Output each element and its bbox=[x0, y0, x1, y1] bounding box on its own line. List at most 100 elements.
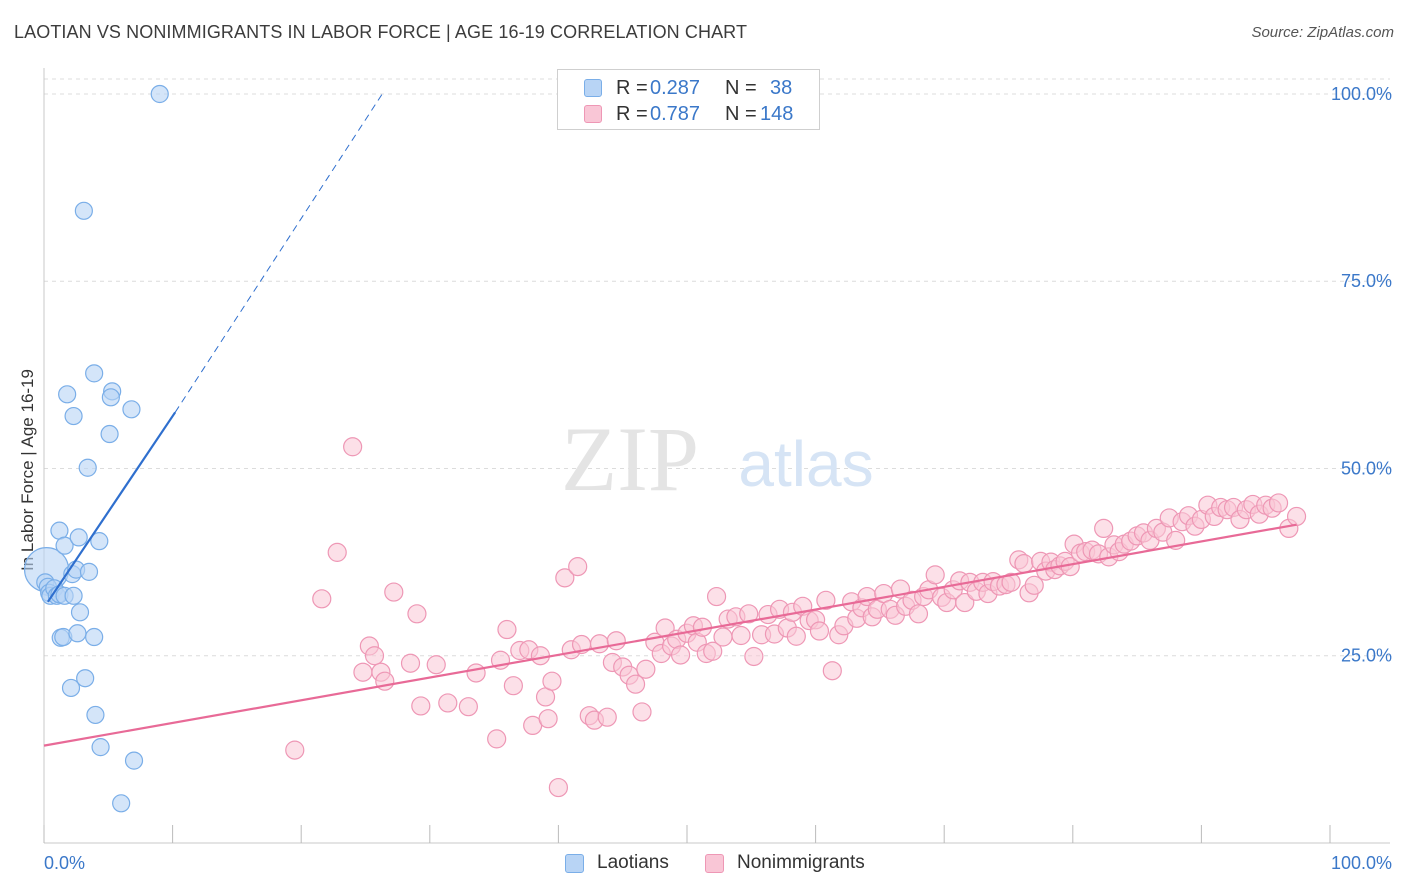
nonimmigrants-point bbox=[568, 557, 588, 577]
y-tick-label-25: 25.0% bbox=[1341, 646, 1392, 666]
laotians-point bbox=[86, 705, 105, 725]
nonimmigrants-point bbox=[530, 646, 550, 666]
nonimmigrants-point bbox=[816, 590, 836, 610]
nonimmigrants-point bbox=[670, 645, 691, 665]
laotians-point bbox=[85, 627, 104, 647]
watermark-atlas: atlas bbox=[738, 428, 873, 500]
r-label: R = bbox=[616, 77, 648, 99]
nonimmigrants-point bbox=[384, 582, 404, 602]
laotians-point bbox=[112, 794, 131, 813]
nonimmigrants-point bbox=[706, 586, 727, 607]
nonimmigrants-point bbox=[597, 707, 617, 727]
nonimmigrants-point bbox=[555, 568, 575, 588]
stats-legend: R = 0.287 N = 38 R = 0.787 N = 148 bbox=[557, 69, 820, 130]
nonimmigrants-point bbox=[353, 662, 373, 682]
watermark-zip: ZIP bbox=[561, 408, 699, 510]
nonimmigrants-point bbox=[411, 696, 431, 716]
y-tick-label-50: 50.0% bbox=[1341, 458, 1392, 478]
laotians-point bbox=[69, 528, 88, 547]
nonimmigrants-point bbox=[503, 676, 523, 696]
nonimmigrants-point bbox=[548, 777, 569, 798]
nonimmigrants-point bbox=[1014, 554, 1034, 574]
nonimmigrants-point bbox=[822, 661, 842, 681]
x-tick-label-0: 0.0% bbox=[44, 853, 85, 873]
nonimmigrants-point bbox=[407, 604, 427, 624]
nonimmigrants-point bbox=[1001, 572, 1021, 592]
nonimmigrants-point bbox=[466, 663, 486, 683]
nonimmigrants-point bbox=[438, 693, 458, 713]
nonimmigrants-point bbox=[908, 604, 929, 624]
nonimmigrants-point bbox=[542, 671, 562, 691]
grid-layer bbox=[44, 78, 1390, 657]
laotians-point bbox=[150, 84, 169, 104]
nonimmigrants-point bbox=[606, 631, 626, 651]
laotians-point bbox=[79, 562, 99, 581]
r-value: 0.287 bbox=[650, 77, 701, 99]
nonimmigrants-point bbox=[487, 729, 507, 749]
nonimmigrants-point bbox=[1286, 506, 1307, 527]
laotians-point bbox=[68, 624, 87, 643]
nonimmigrants-point bbox=[1094, 518, 1114, 539]
laotians-point bbox=[124, 751, 144, 770]
n-value: 148 bbox=[760, 103, 794, 125]
laotians-point bbox=[78, 458, 97, 477]
laotians-point bbox=[85, 364, 104, 383]
nonimmigrants-point bbox=[625, 674, 646, 694]
nonimmigrants-legend-swatch bbox=[705, 854, 724, 873]
y-tick-label-100: 100.0% bbox=[1331, 84, 1392, 104]
nonimmigrants-point bbox=[400, 653, 421, 673]
nonimmigrants-point bbox=[739, 604, 759, 624]
nonimmigrants-point bbox=[786, 626, 806, 646]
nonimmigrants-trend-line bbox=[43, 523, 1297, 747]
points-layer bbox=[23, 84, 1307, 813]
tick-label-layer: 25.0% 50.0% 75.0% 100.0% 0.0% 100.0% bbox=[44, 84, 1392, 873]
n-label: N = bbox=[725, 77, 757, 99]
laotians-point bbox=[64, 586, 83, 605]
r-value: 0.787 bbox=[650, 103, 701, 125]
laotians-point bbox=[76, 669, 95, 688]
legend-label-nonimmigrants: Nonimmigrants bbox=[737, 852, 865, 873]
nonimmigrants-point bbox=[925, 565, 945, 585]
nonimmigrants-point bbox=[744, 646, 764, 667]
laotians-point bbox=[70, 603, 90, 622]
nonimmigrants-point bbox=[285, 740, 305, 760]
n-value: 38 bbox=[770, 77, 793, 99]
nonimmigrants-point bbox=[1268, 493, 1289, 513]
nonimmigrants-point bbox=[538, 709, 558, 729]
nonimmigrants-point bbox=[327, 542, 347, 562]
laotians-point bbox=[55, 536, 74, 555]
nonimmigrants-point bbox=[458, 697, 478, 717]
nonimmigrants-point bbox=[1024, 575, 1044, 595]
nonimmigrants-point bbox=[312, 589, 332, 609]
x-tick-label-100: 100.0% bbox=[1331, 853, 1392, 873]
nonimmigrants-point bbox=[731, 625, 751, 646]
nonimmigrants-point bbox=[426, 655, 446, 675]
nonimmigrants-point bbox=[955, 592, 975, 613]
laotians-point bbox=[61, 678, 81, 698]
nonimmigrants-point bbox=[632, 702, 652, 722]
laotians-point bbox=[64, 406, 83, 426]
laotians-point bbox=[74, 201, 93, 220]
trend-layer bbox=[43, 93, 1297, 747]
r-label: R = bbox=[616, 103, 648, 125]
nonimmigrants-point bbox=[636, 659, 656, 679]
nonimmigrants-point bbox=[343, 437, 363, 457]
laotians-point bbox=[90, 532, 109, 551]
laotians-point bbox=[122, 400, 141, 419]
nonimmigrants-point bbox=[703, 641, 723, 661]
watermark: ZIP atlas bbox=[561, 408, 874, 510]
laotians-swatch bbox=[584, 79, 602, 97]
nonimmigrants-swatch bbox=[584, 105, 602, 123]
chart-title: LAOTIAN VS NONIMMIGRANTS IN LABOR FORCE … bbox=[14, 22, 748, 42]
nonimmigrants-point bbox=[589, 634, 610, 654]
laotians-trend-line bbox=[46, 411, 177, 603]
nonimmigrants-point bbox=[809, 621, 830, 641]
axis-layer bbox=[43, 68, 1390, 844]
laotians-point bbox=[58, 385, 77, 404]
nonimmigrants-point bbox=[497, 619, 517, 640]
n-label: N = bbox=[725, 103, 757, 125]
laotians-legend-swatch bbox=[565, 854, 584, 873]
nonimmigrants-point bbox=[713, 627, 733, 647]
laotians-trend-extension bbox=[174, 93, 383, 413]
